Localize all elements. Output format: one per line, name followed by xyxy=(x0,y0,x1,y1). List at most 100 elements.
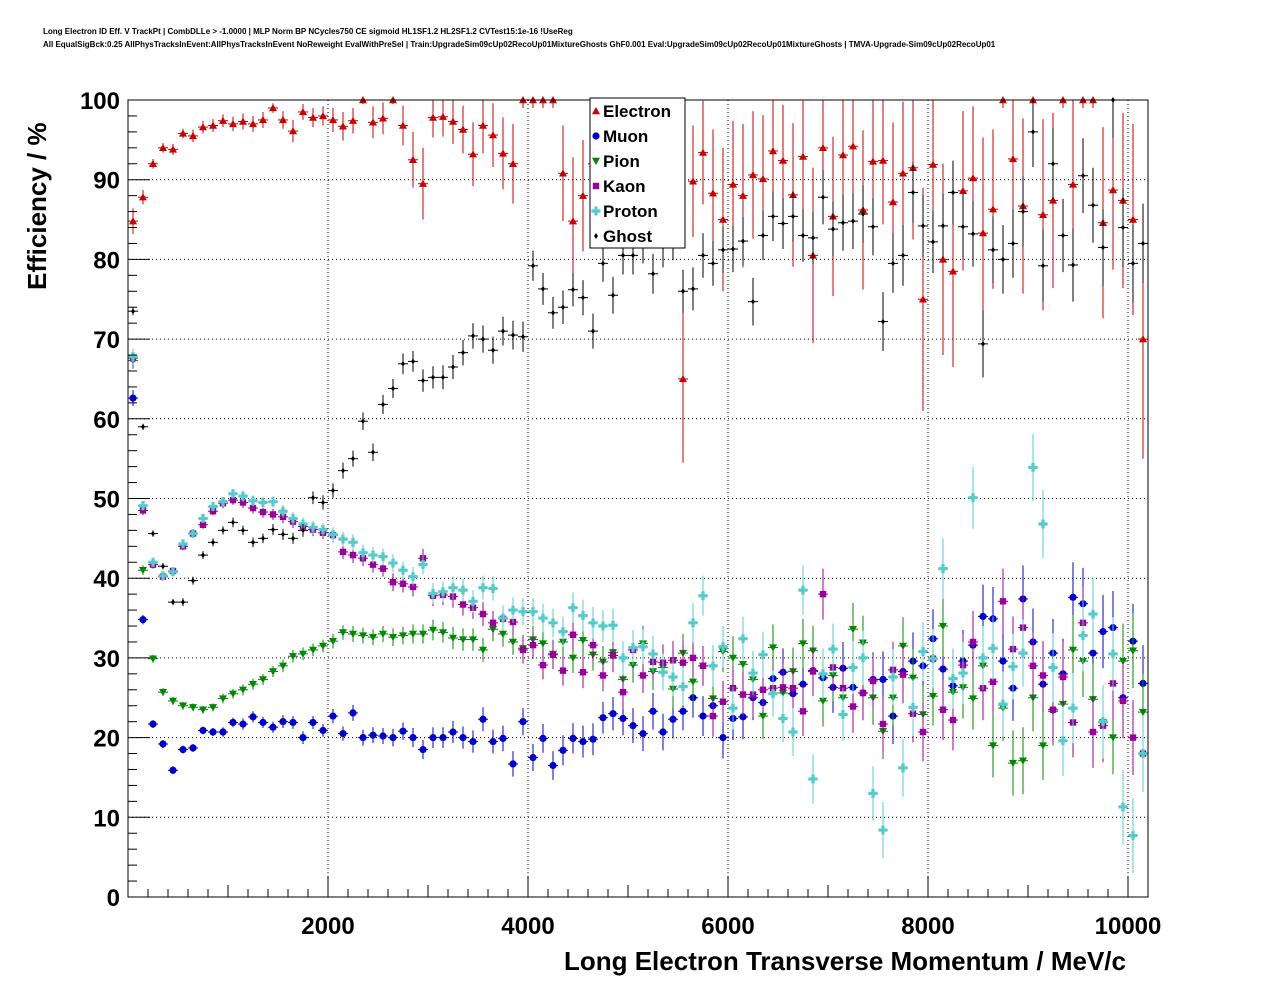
electron-point xyxy=(169,145,177,153)
pion-point xyxy=(299,650,307,658)
proton-point xyxy=(638,642,648,652)
pion-point xyxy=(189,704,197,712)
muon-point xyxy=(349,709,357,717)
muon-point xyxy=(489,737,497,746)
ghost-point xyxy=(211,539,215,546)
kaon-point xyxy=(739,691,747,698)
muon-point xyxy=(629,722,637,730)
kaon-point xyxy=(779,684,787,691)
ghost-point xyxy=(1131,260,1135,267)
ghost-point xyxy=(871,223,875,230)
proton-point xyxy=(228,489,238,499)
proton-point xyxy=(858,653,868,663)
ghost-point xyxy=(681,288,685,295)
ghost-point xyxy=(181,599,185,606)
pion-point xyxy=(439,629,447,637)
proton-point xyxy=(778,713,788,723)
electron-point xyxy=(919,295,927,303)
x-tick-label: 4000 xyxy=(501,913,554,940)
y-tick-label: 40 xyxy=(93,566,120,593)
electron-point xyxy=(1009,154,1017,163)
proton-point xyxy=(728,703,738,713)
muon-point xyxy=(239,720,247,728)
ghost-point xyxy=(531,262,535,269)
pion-point xyxy=(939,622,947,631)
ghost-point xyxy=(561,304,565,311)
muon-point xyxy=(579,737,587,746)
ghost-point xyxy=(861,210,865,217)
pion-point xyxy=(289,653,297,661)
kaon-point xyxy=(349,551,357,559)
electron-point xyxy=(219,116,227,124)
x-tick-label: 10000 xyxy=(1095,913,1162,940)
proton-point xyxy=(598,621,608,631)
proton-point xyxy=(418,560,428,570)
ghost-point xyxy=(301,527,305,534)
ghost-point xyxy=(651,270,655,277)
legend-label-proton: Proton xyxy=(603,202,658,221)
kaon-point xyxy=(389,578,397,586)
ghost-point xyxy=(701,252,705,259)
muon-point xyxy=(529,753,537,762)
electron-point xyxy=(1129,215,1137,223)
proton-point xyxy=(848,662,858,672)
electron-point xyxy=(709,189,717,197)
kaon-point xyxy=(1049,706,1057,713)
proton-point xyxy=(278,506,288,516)
pion-point xyxy=(429,626,437,635)
muon-point xyxy=(569,734,577,742)
legend-label-kaon: Kaon xyxy=(603,177,646,196)
proton-point xyxy=(1098,717,1108,727)
electron-point xyxy=(299,107,307,116)
proton-point xyxy=(828,644,838,654)
kaon-point xyxy=(949,716,957,724)
electron-point xyxy=(459,125,467,133)
proton-point xyxy=(1038,519,1048,529)
muon-point xyxy=(259,718,267,727)
pion-point xyxy=(819,697,827,705)
muon-point xyxy=(669,715,677,723)
proton-point xyxy=(718,642,728,652)
kaon-point xyxy=(759,686,767,693)
proton-point xyxy=(498,613,508,623)
y-tick-label: 60 xyxy=(93,407,120,434)
muon-point xyxy=(609,710,617,718)
electron-point xyxy=(849,142,857,150)
kaon-point xyxy=(1129,734,1137,741)
electron-point xyxy=(279,115,287,124)
muon-point xyxy=(999,657,1007,665)
x-axis-label: Long Electron Transverse Momentum / MeV/… xyxy=(563,946,1126,976)
legend-box xyxy=(589,97,686,249)
proton-point xyxy=(678,682,688,692)
muon-point xyxy=(1089,649,1097,657)
muon-point xyxy=(279,718,287,726)
ghost-point xyxy=(401,360,405,367)
ghost-point xyxy=(771,213,775,220)
pion-point xyxy=(1019,757,1027,765)
proton-point xyxy=(688,618,698,628)
ghost-point xyxy=(901,252,905,259)
electron-point xyxy=(929,160,937,168)
kaon-point xyxy=(409,583,417,591)
muon-point xyxy=(479,715,487,723)
kaon-point xyxy=(919,728,927,736)
ghost-point xyxy=(451,363,455,370)
proton-point xyxy=(808,774,818,784)
proton-point xyxy=(128,352,138,362)
pion-point xyxy=(769,644,777,652)
muon-point xyxy=(409,734,417,742)
ghost-point xyxy=(811,234,815,241)
ghost-point xyxy=(241,527,245,534)
proton-point xyxy=(338,534,348,544)
muon-point xyxy=(469,737,477,746)
ghost-point xyxy=(951,189,955,196)
electron-point xyxy=(409,155,417,163)
proton-point xyxy=(378,552,388,562)
ghost-point xyxy=(381,401,385,408)
ghost-point xyxy=(1051,160,1055,167)
proton-point xyxy=(798,585,808,595)
ghost-point xyxy=(1091,202,1095,209)
proton-point xyxy=(558,627,568,637)
ghost-point xyxy=(1141,240,1145,247)
electron-point xyxy=(579,191,587,199)
